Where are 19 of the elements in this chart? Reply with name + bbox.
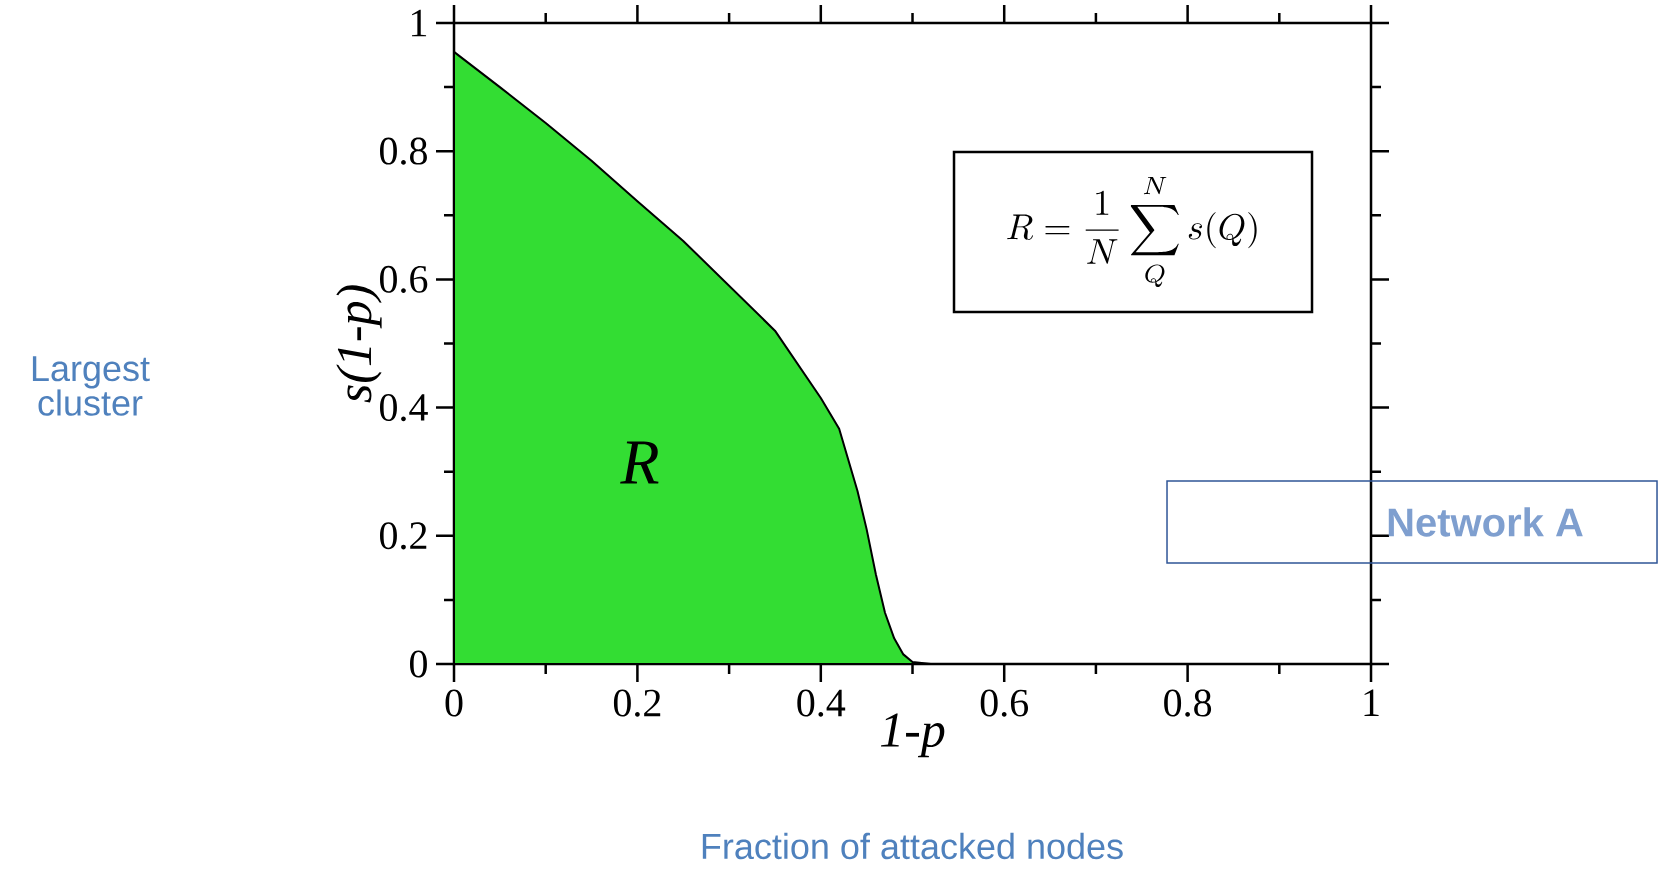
x-tick-label: 0.2: [613, 689, 661, 717]
annotation: R: [620, 441, 659, 484]
y-axis-title: s(1-p): [336, 285, 382, 403]
y-tick-label: 0.6: [380, 265, 428, 293]
y-tick-label: 0.8: [380, 137, 427, 165]
text: Network A: [1388, 507, 1583, 537]
x-tick-label: 0: [445, 689, 463, 717]
x-tick-label: 1: [1364, 689, 1379, 716]
x-tick-label: 0.6: [980, 689, 1029, 717]
x-tick-label: 0.8: [1164, 689, 1212, 717]
x-tick-label: 0.4: [797, 689, 846, 717]
y-tick-label: 1: [411, 9, 427, 37]
y-tick-label: 0.2: [380, 522, 427, 550]
y-tick-label: 0: [410, 650, 427, 678]
y-tick-label: 0.4: [380, 394, 428, 422]
annotation: $R=\frac{1}{N}\sum_{Q}^{N}s(Q)$: [1007, 176, 1257, 288]
text: Fraction of attacked nodes: [702, 832, 1123, 860]
x-axis-title: 1-p: [880, 713, 945, 758]
text: Largest cluster: [32, 356, 150, 416]
